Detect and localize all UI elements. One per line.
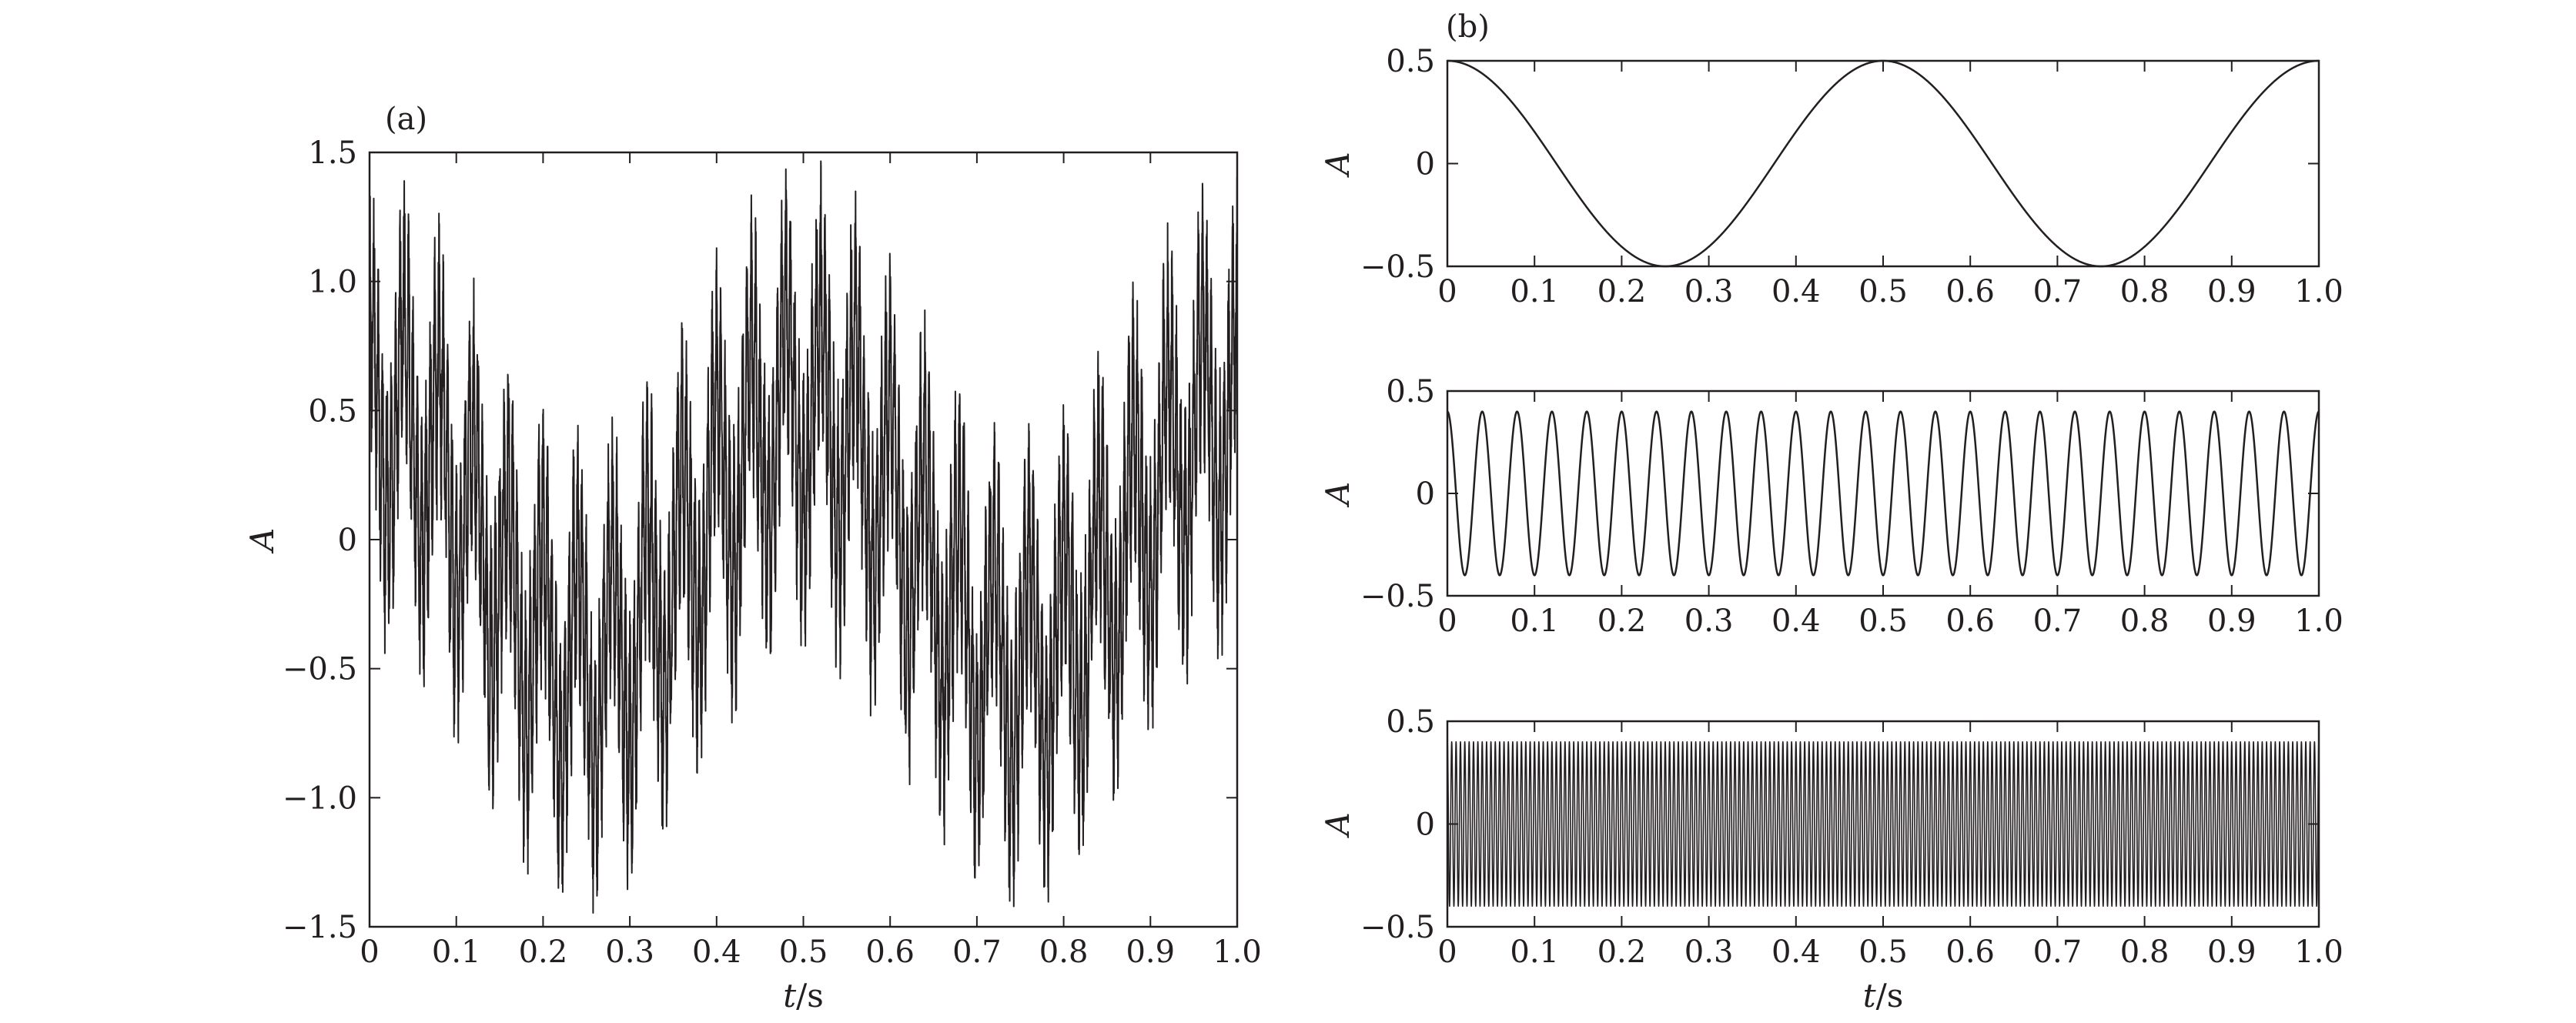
y-tick-label: 0.5 [1386,374,1435,410]
x-tick-label: 0.5 [1858,934,1908,970]
y-axis-label: A [243,528,281,554]
x-tick-label: 0 [1437,603,1457,639]
x-tick-label: 0.4 [692,934,741,970]
x-tick-label: 0.1 [1510,603,1559,639]
x-tick-label: 0.9 [2207,934,2257,970]
y-tick-label: −0.5 [283,652,357,687]
x-tick-label: 0.4 [1771,274,1821,309]
y-tick-label: 0.5 [1386,44,1435,79]
y-axis-label: A [1319,152,1357,178]
x-tick-label: 0.6 [1945,934,1995,970]
x-tick-label: 0 [1437,274,1457,309]
x-tick-label: 0.3 [605,934,654,970]
x-tick-label: 0.6 [1945,274,1995,309]
y-axis-label: A [1319,482,1357,508]
y-tick-label: 0 [1416,147,1435,182]
x-tick-label: 0.1 [432,934,481,970]
x-tick-label: 0.4 [1771,603,1821,639]
y-tick-label: −1.5 [283,910,357,945]
y-tick-label: 0.5 [308,393,357,429]
panel-a: 0 0.1 0.2 0.3 0.4 0.5 0.6 0.7 0.8 0.9 1.0 −1.5 −1.0 −… [243,102,1262,1015]
x-tick-label: 1.0 [1213,934,1262,970]
x-tick-label: 0.7 [2033,934,2083,970]
x-tick-label: 0.3 [1684,274,1734,309]
y-tick-label: 0 [1416,807,1435,843]
x-tick-label: 0.9 [2207,603,2257,639]
panel-b-middle: 0 0.1 0.2 0.3 0.4 0.5 0.6 0.7 0.8 0.9 1.0−0.500.5A [1319,374,2343,639]
x-tick-label: 0 [360,934,379,970]
x-tick-label: 0.7 [952,934,1002,970]
x-tick-label: 0 [1437,934,1457,970]
x-tick-label: 0.7 [2033,603,2083,639]
x-tick-label: 0.1 [1510,934,1559,970]
y-tick-label: 1.5 [308,135,357,171]
y-axis-label: A [1319,812,1357,838]
x-tick-label: 0.2 [519,934,568,970]
x-tick-label: 1.0 [2294,934,2343,970]
x-tick-label: 0.6 [1945,603,1995,639]
y-tick-label: 1.0 [308,265,357,300]
x-tick-label: 0.5 [1858,603,1908,639]
x-tick-label: 0.2 [1597,934,1647,970]
y-tick-label: −0.5 [1360,579,1435,614]
y-tick-label: 0.5 [1386,704,1435,740]
y-tick-label: 0 [338,523,357,558]
x-axis-label: t/s [1863,977,1904,1015]
panel-b-bottom: 0 0.1 0.2 0.3 0.4 0.5 0.6 0.7 0.8 0.9 1.0−0.500.5A… [1319,704,2343,1015]
x-tick-label: 0.8 [1039,934,1089,970]
x-tick-label: 1.0 [2294,274,2343,309]
component-line [1447,410,2320,577]
x-tick-label: 0.2 [1597,274,1647,309]
component-line [1447,741,2320,908]
panel-label: (a) [385,102,427,137]
component-line [1447,59,2320,268]
x-tick-label: 0.6 [865,934,915,970]
x-tick-label: 0.4 [1771,934,1821,970]
x-tick-label: 0.7 [2033,274,2083,309]
x-tick-label: 0.5 [1858,274,1908,309]
x-axis-label: t/s [783,977,824,1015]
y-tick-label: 0 [1416,476,1435,512]
y-tick-label: −1.0 [283,781,357,816]
x-tick-label: 0.9 [1126,934,1175,970]
x-tick-label: 0.9 [2207,274,2257,309]
x-tick-label: 1.0 [2294,603,2343,639]
x-tick-label: 0.3 [1684,934,1734,970]
signal-line [369,160,1238,914]
panel-b-top: 0 0.1 0.2 0.3 0.4 0.5 0.6 0.7 0.8 0.9 1.0−0.500.5A… [1319,9,2343,309]
plot-frame [1446,59,2320,268]
x-tick-label: 0.1 [1510,274,1559,309]
x-tick-label: 0.8 [2120,603,2170,639]
panel-label: (b) [1446,9,1490,45]
x-tick-label: 0.5 [779,934,828,970]
x-tick-label: 0.8 [2120,274,2170,309]
y-tick-label: −0.5 [1360,910,1435,945]
x-tick-label: 0.2 [1597,603,1647,639]
x-tick-label: 0.8 [2120,934,2170,970]
x-tick-label: 0.3 [1684,603,1734,639]
y-tick-label: −0.5 [1360,249,1435,285]
